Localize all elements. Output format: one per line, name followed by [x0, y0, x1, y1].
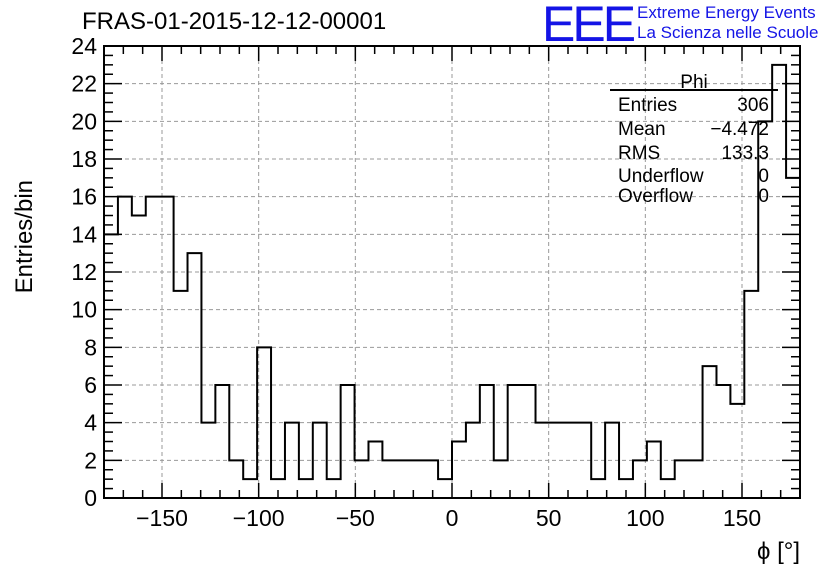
stats-value-mean: −4.472 — [710, 119, 769, 140]
histogram-series — [104, 63, 800, 481]
stats-label-underflow: Underflow — [618, 166, 704, 187]
y-tick-label: 14 — [71, 221, 97, 247]
eee-logo: EEE — [542, 0, 636, 52]
y-tick-label: 12 — [71, 259, 97, 285]
y-tick-label: 24 — [71, 33, 97, 59]
x-tick-labels: −150 −100 −50 0 50 100 150 — [136, 505, 761, 531]
stats-label-entries: Entries — [618, 95, 677, 116]
y-tick-label: 16 — [71, 184, 97, 210]
logo-subtitle-line2: La Scienza nelle Scuole — [637, 23, 819, 42]
x-tick-label: −50 — [336, 505, 375, 531]
y-tick-label: 18 — [71, 146, 97, 172]
x-tick-label: 50 — [536, 505, 562, 531]
x-axis-label: ϕ [°] — [757, 538, 800, 565]
stats-box: Phi Entries 306 Mean −4.472 RMS 133.3 Un… — [610, 72, 778, 207]
stats-value-underflow: 0 — [758, 166, 769, 187]
y-tick-label: 4 — [84, 410, 97, 436]
stats-label-rms: RMS — [618, 143, 660, 164]
x-tick-label: −150 — [136, 505, 188, 531]
logo-subtitle-line1: Extreme Energy Events — [637, 3, 816, 22]
x-tick-label: 100 — [626, 505, 664, 531]
stats-value-entries: 306 — [737, 95, 769, 116]
chart-title: FRAS-01-2015-12-12-00001 — [82, 8, 387, 35]
stats-label-mean: Mean — [618, 119, 666, 140]
y-tick-label: 8 — [84, 334, 97, 360]
x-tick-label: 0 — [446, 505, 459, 531]
x-tick-label: 150 — [723, 505, 761, 531]
y-axis-label: Entries/bin — [11, 180, 38, 293]
y-tick-label: 0 — [84, 485, 97, 511]
x-tick-label: −100 — [233, 505, 285, 531]
axis-ticks — [103, 45, 801, 499]
y-tick-label: 6 — [84, 372, 97, 398]
y-tick-label: 2 — [84, 447, 97, 473]
grid-lines — [104, 45, 800, 499]
stats-box-title: Phi — [680, 72, 707, 93]
y-tick-label: 22 — [71, 71, 97, 97]
y-tick-label: 10 — [71, 297, 97, 323]
stats-value-rms: 133.3 — [721, 143, 769, 164]
y-tick-label: 20 — [71, 108, 97, 134]
stats-label-overflow: Overflow — [618, 186, 693, 207]
stats-value-overflow: 0 — [758, 186, 769, 207]
